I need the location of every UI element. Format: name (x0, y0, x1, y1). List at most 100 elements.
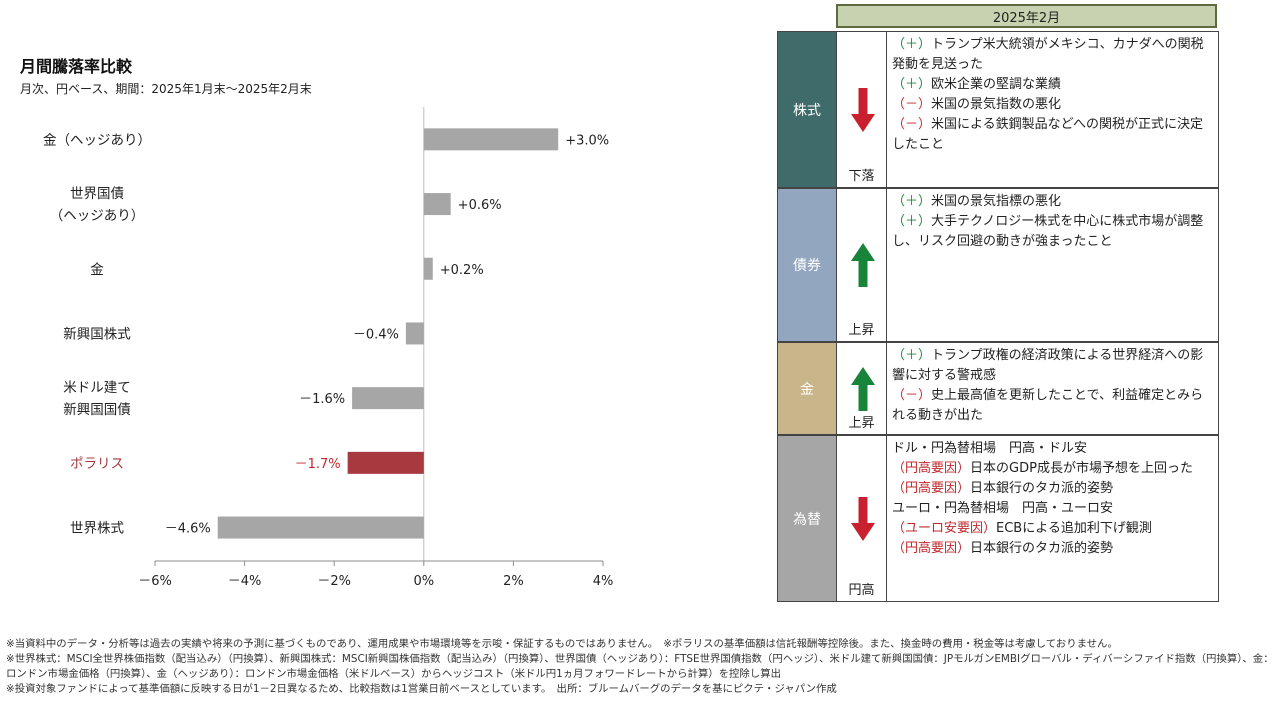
arrow-up-icon (850, 365, 876, 417)
reason-line: （－）史上最高値を更新したことで、利益確定とみられる動きが出た (892, 386, 1214, 426)
reason-tag: （＋） (892, 77, 932, 92)
bar-chart: －6% －4% －2% 0% 2% 4% +3.0% 金（ヘッジあり） +0.6% 世界国債 （ヘッ… (43, 107, 614, 589)
table-row: 為替 円高 ドル・円為替相場 円高・ドル安 （円高要因）日本のGDP成長が市場予想を上… (777, 435, 1219, 602)
reason-text: ECBによる追加利下げ観測 (996, 521, 1152, 536)
arrow-down-icon (850, 495, 876, 547)
category-label: ポラリス (70, 456, 124, 472)
direction-cell: 上昇 (837, 342, 887, 435)
bar (217, 516, 424, 539)
reason-text: 日本のGDP成長が市場予想を上回った (970, 461, 1193, 476)
reason-line: （－）米国の景気指数の悪化 (892, 95, 1214, 115)
reason-tag: （＋） (892, 194, 932, 209)
reasons-cell: （＋）トランプ政権の経済政策による世界経済への影響に対する警戒感 （－）史上最高値… (887, 342, 1219, 435)
arrow-down-icon (850, 86, 876, 138)
reason-text: トランプ米大統領がメキシコ、カナダへの関税発動を見送った (892, 37, 1204, 72)
reason-line: （＋）大手テクノロジー株式を中心に株式市場が調整し、リスク回避の動きが強まったこ… (892, 212, 1214, 252)
x-tick-label: 2% (503, 574, 524, 589)
footnote-line: ※世界株式：MSCI全世界株価指数（配当込み）（円換算）、新興国株式：MSCI新… (6, 653, 1274, 680)
reason-text: 米国の景気指標の悪化 (931, 194, 1062, 209)
reason-text: トランプ政権の経済政策による世界経済への影響に対する警戒感 (892, 348, 1204, 383)
reason-text: ドル・円為替相場 円高・ドル安 (892, 441, 1088, 456)
reason-line: ユーロ・円為替相場 円高・ユーロ安 (892, 499, 1214, 519)
reason-tag: （ユーロ安要因） (892, 521, 997, 536)
reason-line: （＋）トランプ政権の経済政策による世界経済への影響に対する警戒感 (892, 346, 1214, 386)
category-cell: 株式 (777, 31, 837, 188)
bar (423, 128, 559, 151)
category-label: 米ドル建て (63, 380, 131, 396)
reason-line: （＋）米国の景気指標の悪化 (892, 192, 1214, 212)
reason-line: （ユーロ安要因）ECBによる追加利下げ観測 (892, 519, 1214, 539)
reason-tag: （－） (892, 97, 932, 112)
direction-label: 上昇 (848, 323, 875, 338)
direction-label: 円高 (848, 583, 875, 598)
chart-subtitle: 月次、円ベース、期間：2025年1月末～2025年2月末 (20, 82, 312, 96)
category-cell: 為替 (777, 435, 837, 602)
category-label: 新興国国債 (63, 402, 131, 418)
direction-cell: 上昇 (837, 188, 887, 342)
x-tick-label: －2% (317, 574, 351, 589)
category-label: 金 (90, 262, 104, 278)
direction-cell: 下落 (837, 31, 887, 188)
reason-tag: （＋） (892, 214, 932, 229)
chart-title: 月間騰落率比較 (20, 57, 133, 76)
reason-tag: （－） (892, 388, 932, 403)
category-label: 金（ヘッジあり） (43, 132, 151, 148)
bar (423, 257, 433, 280)
reason-text: 史上最高値を更新したことで、利益確定とみられる動きが出た (892, 388, 1204, 423)
bar (347, 451, 424, 474)
reason-tag: （円高要因） (892, 461, 971, 476)
data-label: －0.4% (353, 327, 399, 342)
period-header: 2025年2月 (836, 4, 1217, 28)
x-tick-label: －6% (138, 574, 172, 589)
reason-text: ユーロ・円為替相場 円高・ユーロ安 (892, 501, 1114, 516)
reason-line: （円高要因）日本銀行のタカ派的姿勢 (892, 479, 1214, 499)
reason-text: 日本銀行のタカ派的姿勢 (970, 541, 1114, 556)
reasons-cell: （＋）米国の景気指標の悪化 （＋）大手テクノロジー株式を中心に株式市場が調整し、リ… (887, 188, 1219, 342)
reason-text: 欧米企業の堅調な業績 (931, 77, 1062, 92)
reason-tag: （＋） (892, 348, 932, 363)
reason-line: （＋）欧米企業の堅調な業績 (892, 75, 1214, 95)
table-row: 株式 下落 （＋）トランプ米大統領がメキシコ、カナダへの関税発動を見送った （＋）欧米… (777, 31, 1219, 188)
data-label: +0.6% (458, 198, 502, 213)
reason-tag: （円高要因） (892, 481, 971, 496)
category-cell: 債券 (777, 188, 837, 342)
arrow-up-icon (850, 241, 876, 293)
data-label: +3.0% (565, 133, 609, 148)
data-label: －1.6% (299, 392, 345, 407)
reason-line: （円高要因）日本銀行のタカ派的姿勢 (892, 539, 1214, 559)
direction-label: 下落 (848, 169, 875, 184)
bar (352, 387, 424, 410)
category-label: 世界株式 (70, 521, 124, 537)
reason-text: 大手テクノロジー株式を中心に株式市場が調整し、リスク回避の動きが強まったこと (892, 214, 1204, 249)
data-label: －1.7% (295, 457, 341, 472)
category-label: 新興国株式 (63, 326, 131, 342)
reason-text: 米国による鉄鋼製品などへの関税が正式に決定したこと (892, 117, 1203, 152)
reason-line: （円高要因）日本のGDP成長が市場予想を上回った (892, 459, 1214, 479)
reason-tag: （円高要因） (892, 541, 971, 556)
x-tick-label: 4% (593, 574, 614, 589)
direction-cell: 円高 (837, 435, 887, 602)
reasons-cell: （＋）トランプ米大統領がメキシコ、カナダへの関税発動を見送った （＋）欧米企業の堅… (887, 31, 1219, 188)
direction-label: 上昇 (848, 416, 875, 431)
reason-line: （－）米国による鉄鋼製品などへの関税が正式に決定したこと (892, 115, 1214, 155)
data-label: －4.6% (165, 522, 211, 537)
data-label: +0.2% (440, 263, 484, 278)
reason-tag: （－） (892, 117, 932, 132)
reason-text: 日本銀行のタカ派的姿勢 (970, 481, 1114, 496)
footnote-line: ※当資料中のデータ・分析等は過去の実績や将来の予測に基づくものであり、運用成果や… (6, 638, 1118, 650)
footnotes: ※当資料中のデータ・分析等は過去の実績や将来の予測に基づくものであり、運用成果や… (6, 637, 1278, 697)
footnote-line: ※投資対象ファンドによって基準価額に反映する日が1－2日異なるため、比較指数は1… (6, 683, 837, 695)
reason-line: ドル・円為替相場 円高・ドル安 (892, 439, 1214, 459)
x-tick-label: 0% (413, 574, 434, 589)
reason-line: （＋）トランプ米大統領がメキシコ、カナダへの関税発動を見送った (892, 35, 1214, 75)
bar (405, 322, 424, 345)
reason-text: 米国の景気指数の悪化 (931, 97, 1062, 112)
category-label: （ヘッジあり） (50, 208, 145, 224)
reasons-cell: ドル・円為替相場 円高・ドル安 （円高要因）日本のGDP成長が市場予想を上回った（… (887, 435, 1219, 602)
table-row: 債券 上昇 （＋）米国の景気指標の悪化 （＋）大手テクノロジー株式を中心に株式市場が調… (777, 188, 1219, 342)
table-row: 金上昇 （＋）トランプ政権の経済政策による世界経済への影響に対する警戒感 （－）史上… (777, 342, 1219, 435)
reason-tag: （＋） (892, 37, 932, 52)
category-label: 世界国債 (70, 186, 124, 202)
bar (423, 193, 451, 216)
x-tick-label: －4% (228, 574, 262, 589)
